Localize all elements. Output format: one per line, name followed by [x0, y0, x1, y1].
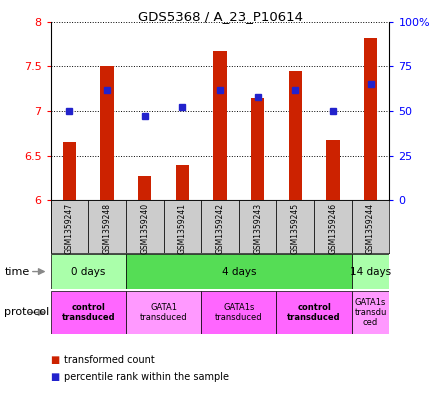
Bar: [51, 200, 88, 253]
Bar: [63, 142, 76, 200]
Text: percentile rank within the sample: percentile rank within the sample: [64, 372, 229, 382]
Bar: [88, 200, 126, 253]
Bar: [51, 254, 126, 289]
Text: GSM1359246: GSM1359246: [328, 203, 337, 254]
Bar: [352, 200, 389, 253]
Bar: [201, 200, 239, 253]
Bar: [289, 71, 302, 200]
Text: ■: ■: [51, 372, 60, 382]
Bar: [276, 200, 314, 253]
Text: GSM1359240: GSM1359240: [140, 203, 149, 254]
Bar: [100, 66, 114, 200]
Text: transformed count: transformed count: [64, 354, 154, 365]
Text: GDS5368 / A_23_P10614: GDS5368 / A_23_P10614: [138, 10, 303, 23]
Text: GSM1359241: GSM1359241: [178, 203, 187, 254]
Text: GSM1359243: GSM1359243: [253, 203, 262, 254]
Bar: [176, 165, 189, 200]
Bar: [126, 254, 352, 289]
Bar: [364, 38, 377, 200]
Text: protocol: protocol: [4, 307, 50, 318]
Text: ■: ■: [51, 354, 60, 365]
Text: 0 days: 0 days: [71, 266, 106, 277]
Text: 14 days: 14 days: [350, 266, 391, 277]
Bar: [51, 291, 126, 334]
Text: GATA1s
transduced: GATA1s transduced: [215, 303, 263, 322]
Text: GSM1359248: GSM1359248: [103, 203, 112, 254]
Text: GSM1359245: GSM1359245: [291, 203, 300, 254]
Bar: [239, 200, 276, 253]
Text: GSM1359242: GSM1359242: [216, 203, 224, 254]
Bar: [126, 200, 164, 253]
Bar: [276, 291, 352, 334]
Bar: [126, 291, 201, 334]
Bar: [251, 97, 264, 200]
Text: time: time: [4, 266, 29, 277]
Bar: [164, 200, 201, 253]
Bar: [352, 291, 389, 334]
Text: 4 days: 4 days: [222, 266, 256, 277]
Text: control
transduced: control transduced: [62, 303, 115, 322]
Text: GSM1359247: GSM1359247: [65, 203, 74, 254]
Bar: [352, 254, 389, 289]
Text: control
transduced: control transduced: [287, 303, 341, 322]
Bar: [201, 291, 276, 334]
Bar: [326, 140, 340, 200]
Text: GSM1359244: GSM1359244: [366, 203, 375, 254]
Bar: [138, 176, 151, 200]
Text: GATA1
transduced: GATA1 transduced: [140, 303, 187, 322]
Bar: [314, 200, 352, 253]
Bar: [213, 51, 227, 200]
Text: GATA1s
transdu
ced: GATA1s transdu ced: [354, 298, 387, 327]
